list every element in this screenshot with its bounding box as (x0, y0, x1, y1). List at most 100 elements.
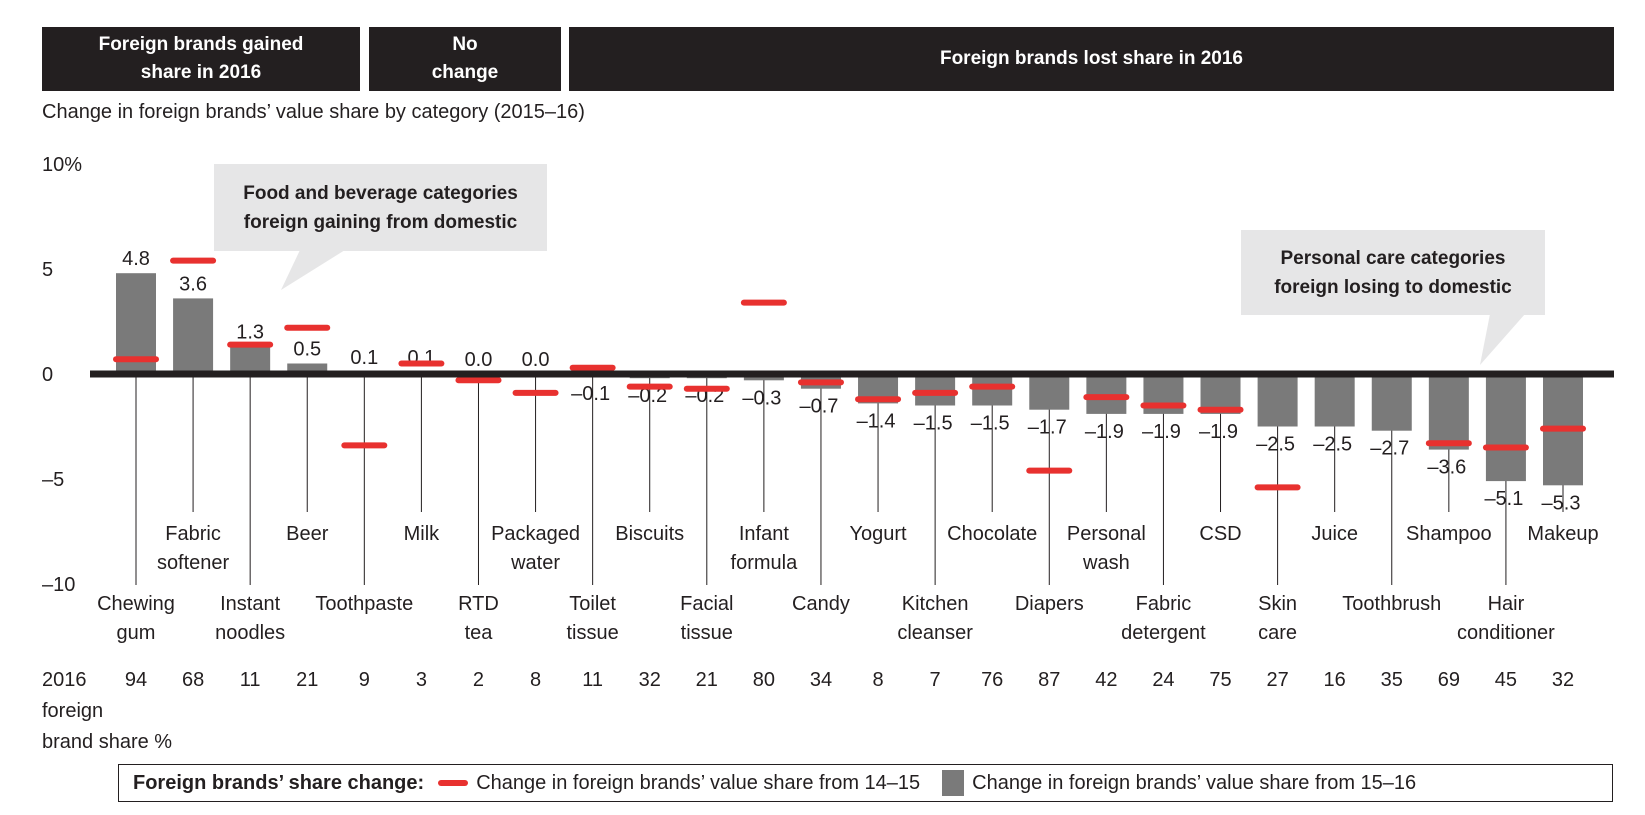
bar-value-label: –1.9 (1142, 421, 1181, 443)
share-value: 11 (582, 669, 603, 691)
bar (230, 346, 271, 374)
header-gained-line: Foreign brands gained (98, 34, 304, 55)
category-label: Chewing gum (97, 593, 175, 644)
share-value: 8 (530, 669, 541, 691)
category-label: Skin care (1258, 593, 1297, 644)
bar-value-label: 4.8 (122, 248, 150, 270)
y-tick-label: –10 (42, 574, 75, 596)
category-label: Packaged water (491, 523, 580, 574)
bar (173, 298, 214, 374)
category-label: Toothbrush (1342, 593, 1441, 615)
callout-food-line: Food and beverage categories (243, 182, 518, 204)
bar-value-label: –0.2 (628, 385, 667, 407)
share-value: 35 (1381, 669, 1403, 691)
category-label: Diapers (1015, 593, 1084, 615)
share-value: 16 (1324, 669, 1346, 691)
share-value: 69 (1438, 669, 1460, 691)
category-label: Personal wash (1067, 523, 1146, 574)
header-lost: Foreign brands lost share in 2016 (569, 27, 1614, 91)
category-label: Facial tissue (680, 593, 733, 644)
category-label: Toilet tissue (567, 593, 619, 644)
bar-value-label: –1.9 (1085, 421, 1124, 443)
callout-personal-line: Personal care categories (1280, 247, 1506, 269)
legend-title: Foreign brands’ share change: (133, 771, 425, 794)
bar-value-label: –5.3 (1542, 492, 1581, 514)
bar-value-label: –1.5 (971, 413, 1010, 435)
callout-personal-line: foreign losing to domestic (1274, 276, 1512, 298)
share-row-label: foreign (42, 700, 103, 722)
share-value: 11 (240, 669, 261, 691)
share-value: 34 (810, 669, 832, 691)
bar-value-label: –2.5 (1256, 434, 1295, 456)
bar (1314, 374, 1355, 427)
y-tick-label: 10% (42, 154, 82, 176)
bar (1371, 374, 1412, 431)
callout-food: Food and beverage categories foreign gain… (214, 164, 547, 251)
share-value: 32 (1552, 669, 1574, 691)
header-nochange-line: change (431, 62, 499, 83)
header-no-change: No change (369, 27, 561, 91)
share-value: 2 (473, 669, 484, 691)
y-tick-label: 5 (42, 259, 53, 281)
category-label: Infant formula (731, 523, 799, 574)
share-value: 45 (1495, 669, 1517, 691)
bar (1086, 374, 1127, 414)
legend-grey-label: Change in foreign brands’ value share fr… (972, 771, 1417, 794)
bar-value-label: 0.1 (350, 347, 378, 369)
bar-value-label: –0.3 (742, 387, 781, 409)
callout-personal: Personal care categories foreign losing t… (1241, 230, 1545, 315)
bar-value-label: –1.7 (1028, 417, 1067, 439)
bar-value-label: 0.0 (465, 349, 493, 371)
header-nochange-line: No (452, 34, 478, 55)
category-label: Candy (792, 593, 850, 615)
bar (915, 374, 956, 406)
share-value: 68 (182, 669, 204, 691)
category-label: Makeup (1527, 523, 1598, 545)
bar (1029, 374, 1070, 410)
bar-value-label: –0.7 (799, 396, 838, 418)
y-tick-label: 0 (42, 364, 53, 386)
callout-food-pointer (281, 250, 345, 290)
y-tick-label: –5 (42, 469, 64, 491)
bar-value-label: –2.5 (1313, 434, 1352, 456)
share-value: 76 (981, 669, 1003, 691)
share-value: 80 (753, 669, 775, 691)
bar-value-label: 0.5 (293, 339, 321, 361)
category-label: Instant noodles (215, 593, 285, 644)
bar (1428, 374, 1469, 450)
category-label: CSD (1199, 523, 1241, 545)
bar-value-label: –1.4 (857, 410, 896, 432)
bar (972, 374, 1013, 406)
category-label: Yogurt (849, 523, 907, 545)
legend-red-label: Change in foreign brands’ value share fr… (476, 771, 921, 794)
category-label: Shampoo (1406, 523, 1492, 545)
share-row-label: 2016 (42, 669, 87, 691)
category-label: Hair conditioner (1457, 593, 1555, 644)
share-value: 7 (930, 669, 941, 691)
bar-value-label: –3.6 (1427, 457, 1466, 479)
category-label: Toothpaste (315, 593, 413, 615)
category-label: RTD tea (458, 593, 499, 644)
share-value: 21 (696, 669, 718, 691)
share-value: 24 (1152, 669, 1174, 691)
category-label: Fabric softener (157, 523, 230, 574)
share-row-label: brand share % (42, 731, 172, 753)
category-label: Fabric detergent (1121, 593, 1206, 644)
category-label: Juice (1311, 523, 1358, 545)
share-value: 32 (639, 669, 661, 691)
bar-value-label: 3.6 (179, 273, 207, 295)
callout-food-line: foreign gaining from domestic (243, 211, 518, 233)
bar-value-label: –2.7 (1370, 438, 1409, 460)
bar (1257, 374, 1298, 427)
share-value: 75 (1209, 669, 1231, 691)
share-value: 87 (1038, 669, 1060, 691)
share-value: 42 (1095, 669, 1117, 691)
legend: Foreign brands’ share change: Change in … (118, 764, 1613, 802)
legend-grey-bar-icon (942, 770, 965, 796)
bar-value-label: –5.1 (1484, 488, 1523, 510)
category-label: Kitchen cleanser (897, 593, 973, 644)
callout-personal-pointer (1480, 314, 1525, 365)
category-label: Chocolate (947, 523, 1037, 545)
share-value: 94 (125, 669, 147, 691)
